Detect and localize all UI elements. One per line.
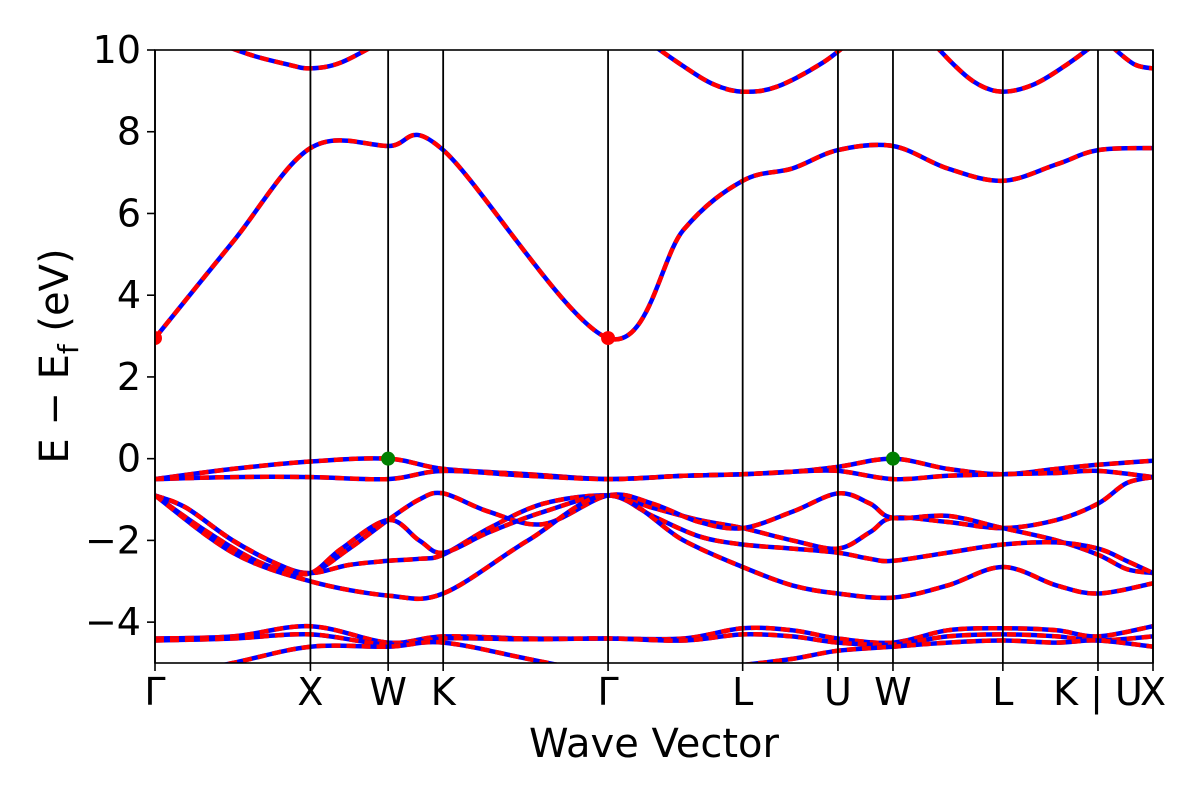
y-tick-label-4: 4	[117, 273, 141, 317]
cbm-point-1	[601, 331, 616, 346]
band-line-red-6	[155, 468, 1153, 482]
x-tick-label-1: X	[297, 670, 323, 714]
x-tick-label-4: Γ	[597, 670, 618, 714]
band-line-blue-14	[740, 638, 1153, 663]
x-tick-label-0: Γ	[144, 670, 165, 714]
band-line-red-11	[155, 623, 1153, 646]
x-tick-label-3: K	[431, 670, 457, 714]
band-line-red-12	[155, 631, 1153, 648]
y-axis-label-unit: (eV)	[32, 248, 78, 344]
y-axis-label-main: E − E	[32, 354, 78, 464]
band-line-red-1	[229, 50, 371, 71]
band-line-red-10	[155, 493, 1153, 601]
x-tick-label-9: K | U	[1053, 670, 1143, 715]
y-ticks-group: −4 −2 0 2 4 6 8 10	[85, 28, 155, 644]
x-tick-label-5: L	[732, 670, 753, 714]
cbm-point-0	[155, 331, 162, 346]
x-tick-label-2: W	[369, 670, 407, 714]
plot-frame	[154, 49, 1154, 664]
x-tick-label-10: X	[1140, 670, 1166, 714]
y-tick-label-1: −2	[85, 518, 141, 562]
band-line-red-14	[740, 638, 1153, 663]
y-axis-label: E − Ef (eV)	[32, 248, 85, 463]
y-tick-label-5: 6	[117, 191, 141, 235]
extrema-markers-group	[155, 331, 900, 466]
y-tick-label-0: −4	[85, 600, 141, 644]
y-tick-label-3: 2	[117, 355, 141, 399]
y-tick-label-6: 8	[117, 110, 141, 154]
x-tick-label-6: U	[824, 670, 852, 714]
y-tick-label-2: 0	[117, 437, 141, 481]
y-tick-label-7: 10	[93, 28, 141, 72]
band-line-red-8	[155, 490, 1153, 576]
x-axis-label: Wave Vector	[529, 721, 780, 767]
x-tick-label-7: W	[874, 670, 912, 714]
band-line-blue-2	[655, 50, 844, 95]
vbm-point-1	[885, 451, 900, 466]
x-tick-label-8: L	[992, 670, 1013, 714]
band-line-red-3	[936, 50, 1091, 94]
y-axis-label-subscript: f	[52, 343, 85, 354]
vbm-point-0	[381, 451, 396, 466]
